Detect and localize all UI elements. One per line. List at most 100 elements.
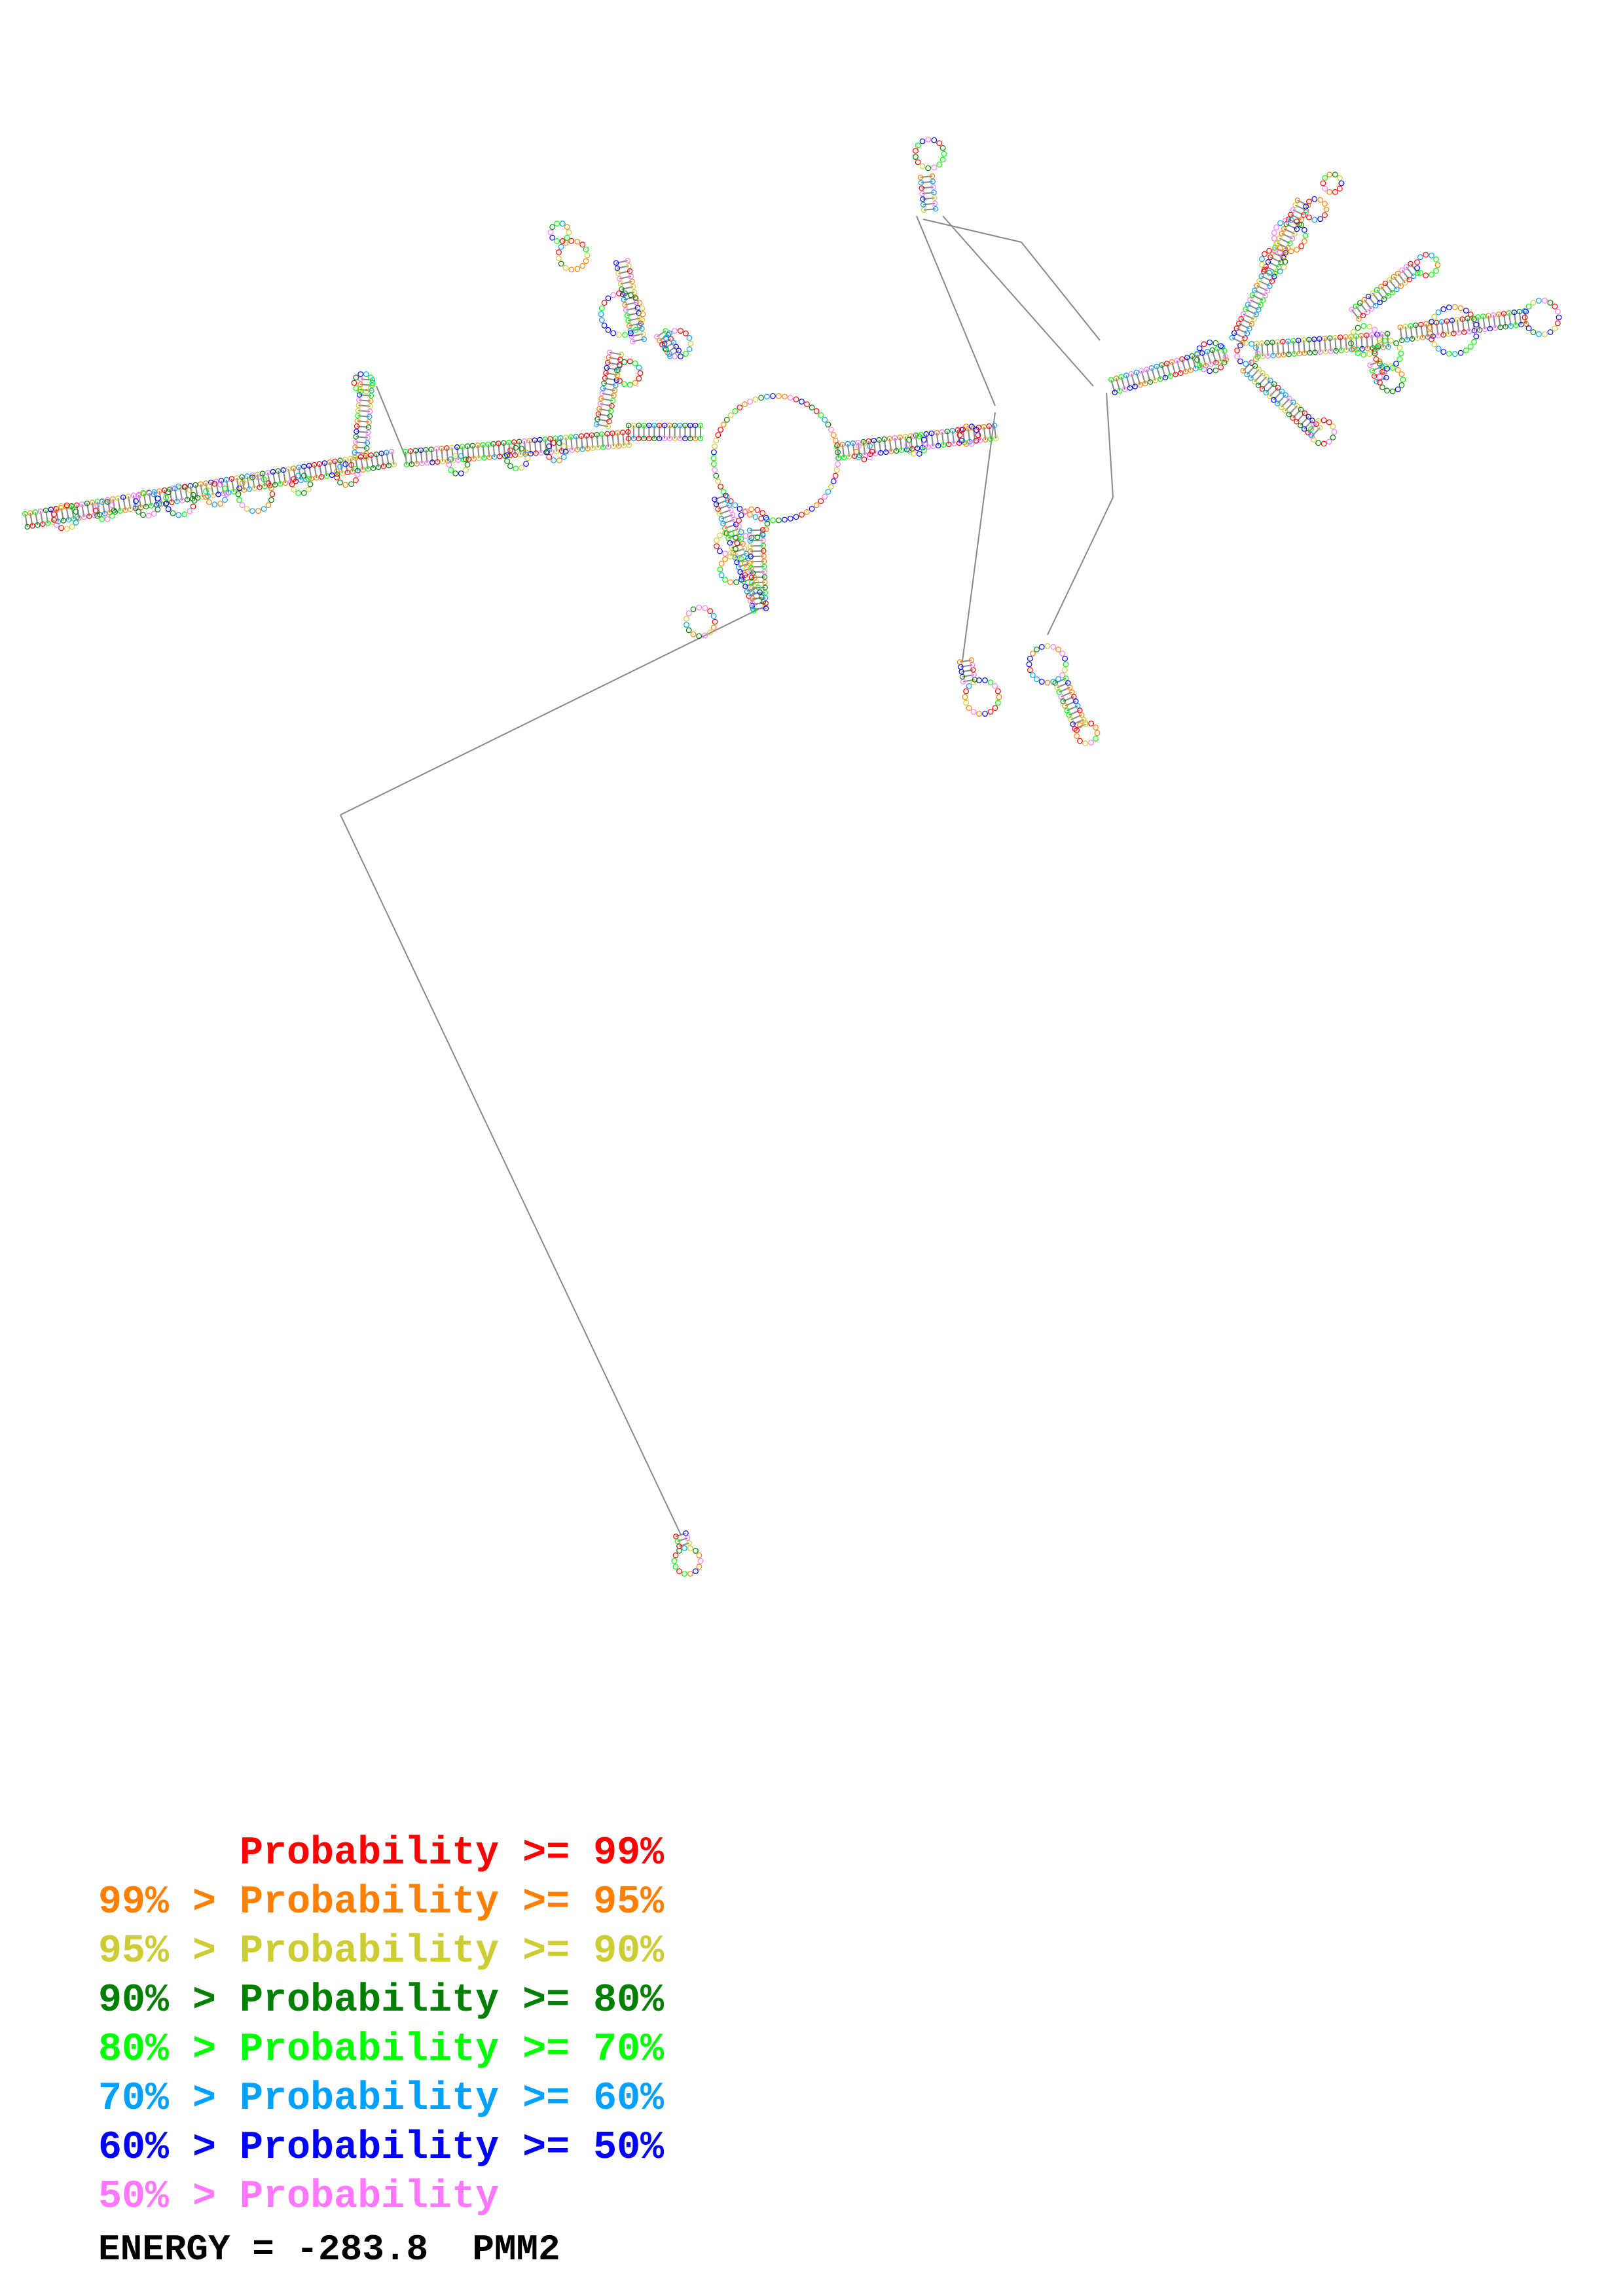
backbone-segment <box>627 312 639 316</box>
nucleotide <box>625 429 631 435</box>
backbone-segment <box>1246 365 1256 375</box>
nucleotide <box>1522 308 1527 314</box>
nucleotide <box>672 1564 679 1570</box>
nucleotide <box>666 351 672 357</box>
nucleotide <box>353 374 359 381</box>
backbone-segment <box>1277 394 1286 404</box>
nucleotide <box>1062 655 1068 662</box>
nucleotide <box>723 492 729 499</box>
nucleotide <box>1298 243 1305 249</box>
nucleotide <box>1144 367 1150 372</box>
nucleotide <box>919 163 926 170</box>
nucleotide <box>1281 253 1287 260</box>
nucleotide <box>738 512 744 518</box>
nucleotide <box>1396 344 1403 351</box>
nucleotide <box>1247 297 1253 303</box>
nucleotide <box>610 330 617 336</box>
nucleotide <box>1457 350 1464 356</box>
nucleotide <box>305 476 312 482</box>
nucleotide <box>37 508 44 514</box>
nucleotide <box>1429 319 1434 325</box>
nucleotide <box>672 353 678 359</box>
nucleotide <box>621 381 627 387</box>
nucleotide <box>554 448 560 454</box>
nucleotide <box>556 255 562 262</box>
nucleotide <box>354 418 360 424</box>
nucleotide <box>1077 738 1083 744</box>
nucleotide <box>710 449 717 456</box>
nucleotide <box>583 246 589 253</box>
nucleotide <box>1174 357 1180 364</box>
nucleotide <box>187 483 193 489</box>
nucleotide <box>367 408 373 414</box>
nucleotide <box>1088 740 1094 745</box>
nucleotide <box>737 569 743 575</box>
nucleotide <box>1234 348 1240 353</box>
nucleotide <box>24 524 30 530</box>
nucleotide <box>342 461 349 467</box>
nucleotide <box>609 403 615 409</box>
nucleotide <box>904 442 911 448</box>
nucleotide <box>1322 349 1328 355</box>
nucleotide <box>618 351 625 357</box>
nucleotide <box>54 522 60 528</box>
nucleotide <box>830 478 837 484</box>
nucleotide <box>140 512 147 518</box>
backbone-segment <box>1061 691 1072 698</box>
nucleotide <box>1271 230 1277 236</box>
nucleotide <box>690 631 697 637</box>
nucleotide <box>1077 722 1083 728</box>
backbone-segment <box>679 1542 689 1547</box>
nucleotide <box>1377 358 1383 365</box>
nucleotide <box>925 136 932 143</box>
nucleotide <box>94 502 101 509</box>
nucleotide <box>678 328 684 334</box>
nucleotide <box>828 427 834 433</box>
nucleotide <box>922 442 929 448</box>
nucleotide <box>99 516 105 522</box>
nucleotide <box>1077 708 1083 713</box>
nucleotide <box>605 359 611 366</box>
nucleotide <box>966 705 972 711</box>
nucleotide <box>112 509 118 515</box>
nucleotide <box>1189 353 1195 359</box>
nucleotide <box>458 470 464 476</box>
nucleotide <box>685 610 692 617</box>
nucleotide <box>632 360 638 367</box>
nucleotide <box>1113 375 1120 382</box>
nucleotide <box>825 489 831 495</box>
nucleotide <box>787 395 793 401</box>
nucleotide <box>301 463 307 470</box>
nucleotide <box>958 427 965 433</box>
backbone-segment <box>1065 700 1076 707</box>
nucleotide <box>1071 694 1077 700</box>
nucleotide <box>1350 329 1357 335</box>
nucleotide <box>1369 368 1376 374</box>
nucleotide <box>1244 371 1250 378</box>
nucleotide <box>151 489 157 495</box>
backbone-segment <box>359 399 371 402</box>
nucleotide <box>872 450 879 457</box>
nucleotide <box>1307 350 1313 356</box>
nucleotide <box>337 479 343 486</box>
nucleotide <box>261 476 267 482</box>
nucleotide <box>1133 369 1140 376</box>
nucleotide <box>976 677 982 683</box>
nucleotide <box>73 509 79 514</box>
nucleotide <box>822 493 828 500</box>
nucleotide <box>1360 323 1367 329</box>
nucleotide <box>365 466 371 472</box>
backbone-segment <box>1254 372 1264 382</box>
nucleotide <box>761 553 767 559</box>
nucleotide <box>718 516 725 522</box>
nucleotide <box>1253 312 1260 317</box>
nucleotide <box>613 382 619 389</box>
nucleotide <box>1122 386 1128 393</box>
nucleotide <box>64 502 70 509</box>
nucleotide <box>749 590 756 596</box>
backbone-segment <box>1270 257 1282 263</box>
nucleotide <box>1372 302 1379 309</box>
nucleotide <box>987 436 994 442</box>
nucleotide <box>722 577 728 583</box>
nucleotide <box>727 412 734 418</box>
